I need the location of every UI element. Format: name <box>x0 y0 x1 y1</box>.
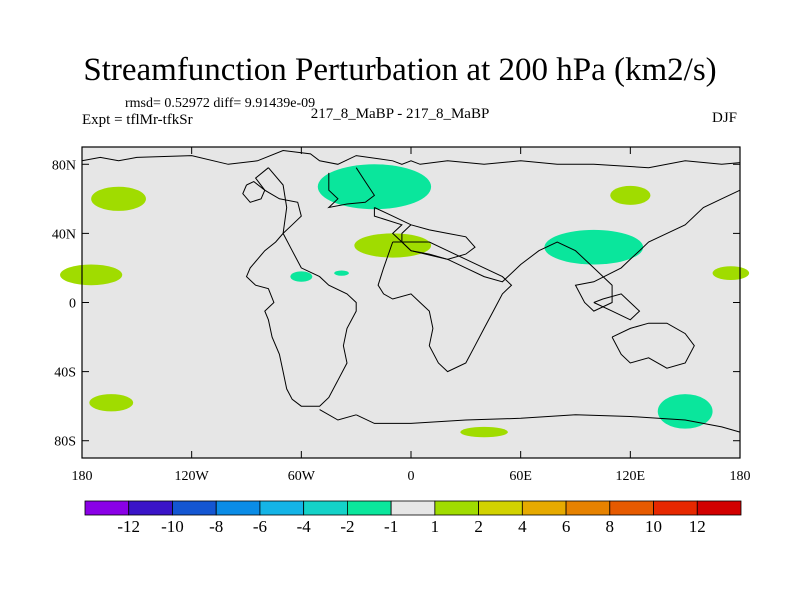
colorbar: -12 -10 -8 -6 -4 -2 -1 1 2 4 6 8 10 12 <box>84 500 742 536</box>
colorbar-swatch <box>653 500 698 516</box>
colorbar-swatch <box>128 500 173 516</box>
colorbar-swatch <box>434 500 480 516</box>
colorbar-swatch <box>303 500 348 516</box>
anomaly-region-6 <box>610 185 651 205</box>
coastline-6 <box>593 293 641 321</box>
coastline-2 <box>245 167 357 407</box>
colorbar-label: -8 <box>209 517 223 536</box>
y-tick-label: 0 <box>69 297 76 312</box>
colorbar-label: -4 <box>297 517 312 536</box>
colorbar-label: -6 <box>253 517 267 536</box>
anomaly-region-1 <box>544 229 644 265</box>
anomaly-region-10 <box>89 394 134 412</box>
colorbar-swatch <box>172 500 217 516</box>
x-tick-label: 180 <box>730 469 751 484</box>
x-tick-label: 60W <box>288 469 316 484</box>
anomaly-region-5 <box>91 186 146 211</box>
case-label: 217_8_MaBP - 217_8_MaBP <box>310 106 490 122</box>
colorbar-label: -12 <box>117 517 140 536</box>
anomaly-region-7 <box>354 233 432 258</box>
anomaly-region-8 <box>60 264 123 286</box>
colorbar-swatch <box>478 500 523 516</box>
y-tick-label: 80S <box>54 435 76 450</box>
anomaly-region-11 <box>460 426 508 438</box>
map-axes: 180 120W 60W 0 60E 120E 180 80N 40N 0 40S 80S <box>52 146 751 484</box>
colorbar-swatch <box>390 500 436 516</box>
colorbar-swatch <box>215 500 261 516</box>
colorbar-swatch <box>696 500 742 516</box>
x-tick-label: 120E <box>616 469 646 484</box>
anomaly-region-3 <box>290 271 313 282</box>
x-tick-label: 0 <box>408 469 415 484</box>
anomaly-region-0 <box>317 164 432 210</box>
coastline-4 <box>373 207 476 260</box>
colorbar-swatch <box>84 500 130 516</box>
y-tick-label: 40N <box>52 227 76 242</box>
coastline-8 <box>611 322 695 369</box>
colorbar-swatch <box>565 500 611 516</box>
colorbar-swatch <box>609 500 654 516</box>
coastline-7 <box>377 241 513 373</box>
colorbar-label: 2 <box>474 517 483 536</box>
season-label: DJF <box>711 110 737 126</box>
coastline-5 <box>401 189 741 312</box>
colorbar-swatch <box>346 500 392 516</box>
colorbar-label: 1 <box>431 517 440 536</box>
coastline-3 <box>327 167 376 209</box>
colorbar-label: 4 <box>518 517 527 536</box>
colorbar-swatch <box>521 500 567 516</box>
colorbar-label: 10 <box>645 517 662 536</box>
colorbar-label: -10 <box>161 517 184 536</box>
rmsd-diff-stats: rmsd= 0.52972 diff= 9.91439e-09 <box>125 96 316 111</box>
x-tick-label: 120W <box>175 469 210 484</box>
y-tick-label: 80N <box>52 158 76 173</box>
coastline-1 <box>242 181 266 203</box>
chart-title: Streamfunction Perturbation at 200 hPa (… <box>83 52 717 88</box>
colorbar-label: 12 <box>689 517 706 536</box>
map-plot-area <box>60 147 750 458</box>
anomaly-region-9 <box>712 266 750 281</box>
coastline-9 <box>355 414 741 433</box>
y-tick-label: 40S <box>54 366 76 381</box>
x-tick-label: 180 <box>72 469 93 484</box>
colorbar-swatch <box>259 500 305 516</box>
colorbar-label: 6 <box>562 517 571 536</box>
anomaly-region-2 <box>657 394 713 429</box>
colorbar-label: 8 <box>606 517 615 536</box>
x-tick-label: 60E <box>509 469 532 484</box>
experiment-label: Expt = tflMr-tfkSr <box>82 112 193 128</box>
anomaly-region-4 <box>334 270 349 276</box>
colorbar-label: -2 <box>340 517 354 536</box>
colorbar-label: -1 <box>384 517 398 536</box>
coastline-0 <box>81 149 741 169</box>
coastline-10 <box>319 409 357 421</box>
